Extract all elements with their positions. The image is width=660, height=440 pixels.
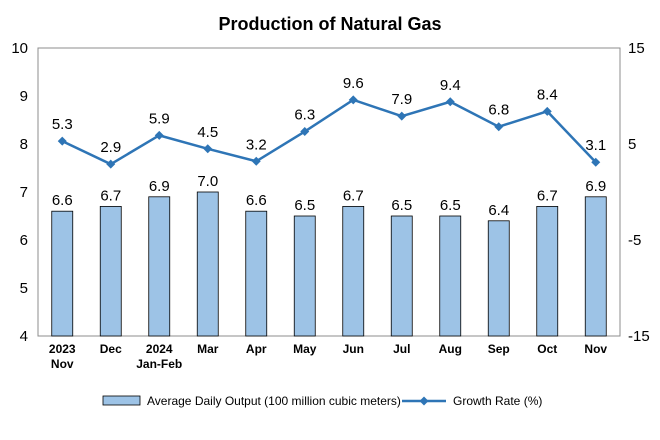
bar: [439, 215, 462, 337]
y-left-tick-label: 6: [20, 232, 28, 249]
growth-rate-marker: [154, 130, 164, 140]
bar: [293, 215, 316, 337]
bar: [584, 196, 607, 337]
growth-rate-value-label: 4.5: [197, 124, 218, 141]
x-tick-label: Jan-Feb: [136, 357, 182, 371]
growth-rate-marker: [591, 157, 601, 167]
y-left-tick-label: 10: [11, 40, 28, 57]
bar: [487, 220, 510, 337]
bar: [536, 205, 559, 337]
x-tick-label: Dec: [100, 342, 122, 356]
growth-rate-value-label: 7.9: [391, 91, 412, 108]
bar: [51, 210, 74, 337]
growth-rate-value-label: 2.9: [100, 139, 121, 156]
bar-value-label: 6.5: [294, 197, 315, 214]
x-tick-label: Nov: [51, 357, 74, 371]
y-left-tick-label: 8: [20, 136, 28, 153]
x-tick-label: Jul: [393, 342, 410, 356]
bar-value-label: 6.6: [52, 192, 73, 209]
bar: [245, 210, 268, 337]
bar-value-label: 6.7: [100, 187, 121, 204]
y-right-tick-label: -15: [628, 328, 650, 345]
x-tick-label: Mar: [197, 342, 219, 356]
bar-value-label: 6.7: [537, 187, 558, 204]
chart-title: Production of Natural Gas: [218, 14, 441, 34]
bar: [390, 215, 413, 337]
growth-rate-marker: [348, 95, 358, 105]
bar-value-label: 6.9: [585, 178, 606, 195]
bar-value-label: 6.7: [343, 187, 364, 204]
x-tick-label: 2023: [49, 342, 76, 356]
bar: [148, 196, 171, 337]
bar: [99, 205, 122, 337]
bar-value-label: 7.0: [197, 173, 218, 190]
y-left-tick-label: 4: [20, 328, 28, 345]
x-tick-label: Nov: [584, 342, 607, 356]
growth-rate-value-label: 3.2: [246, 136, 267, 153]
growth-rate-value-label: 5.9: [149, 110, 170, 127]
y-left-tick-label: 9: [20, 88, 28, 105]
legend-line-marker: [419, 396, 429, 406]
growth-rate-marker: [445, 97, 455, 107]
x-tick-label: May: [293, 342, 317, 356]
growth-rate-marker: [106, 159, 116, 169]
growth-rate-value-label: 3.1: [585, 137, 606, 154]
x-tick-label: Apr: [246, 342, 267, 356]
x-tick-label: 2024: [146, 342, 173, 356]
y-left-tick-label: 7: [20, 184, 28, 201]
legend-line-label: Growth Rate (%): [453, 394, 542, 408]
y-right-tick-label: -5: [628, 232, 641, 249]
growth-rate-marker: [300, 127, 310, 137]
bar-value-label: 6.5: [440, 197, 461, 214]
y-right-tick-label: 5: [628, 136, 636, 153]
legend-bar-label: Average Daily Output (100 million cubic …: [147, 394, 401, 408]
x-tick-label: Sep: [488, 342, 510, 356]
growth-rate-marker: [203, 144, 213, 154]
y-left-tick-label: 5: [20, 280, 28, 297]
growth-rate-value-label: 8.4: [537, 86, 558, 103]
y-right-tick-label: 15: [628, 40, 645, 57]
growth-rate-value-label: 5.3: [52, 116, 73, 133]
x-tick-label: Aug: [439, 342, 462, 356]
growth-rate-value-label: 6.8: [488, 102, 509, 119]
growth-rate-value-label: 9.6: [343, 75, 364, 92]
growth-rate-marker: [542, 106, 552, 116]
bar-value-label: 6.5: [391, 197, 412, 214]
x-tick-label: Oct: [537, 342, 557, 356]
x-tick-label: Jun: [343, 342, 364, 356]
legend-bar-swatch: [102, 395, 141, 406]
growth-rate-line: [61, 98, 597, 166]
growth-rate-marker: [397, 111, 407, 121]
growth-rate-marker: [57, 136, 67, 146]
growth-rate-marker: [494, 122, 504, 132]
bar-value-label: 6.9: [149, 178, 170, 195]
growth-rate-value-label: 9.4: [440, 77, 461, 94]
growth-rate-marker: [251, 156, 261, 166]
bar: [196, 191, 219, 337]
bar: [342, 205, 365, 337]
plot-frame: [37, 47, 621, 337]
bar-value-label: 6.4: [488, 202, 509, 219]
bar-value-label: 6.6: [246, 192, 267, 209]
growth-rate-value-label: 6.3: [294, 107, 315, 124]
